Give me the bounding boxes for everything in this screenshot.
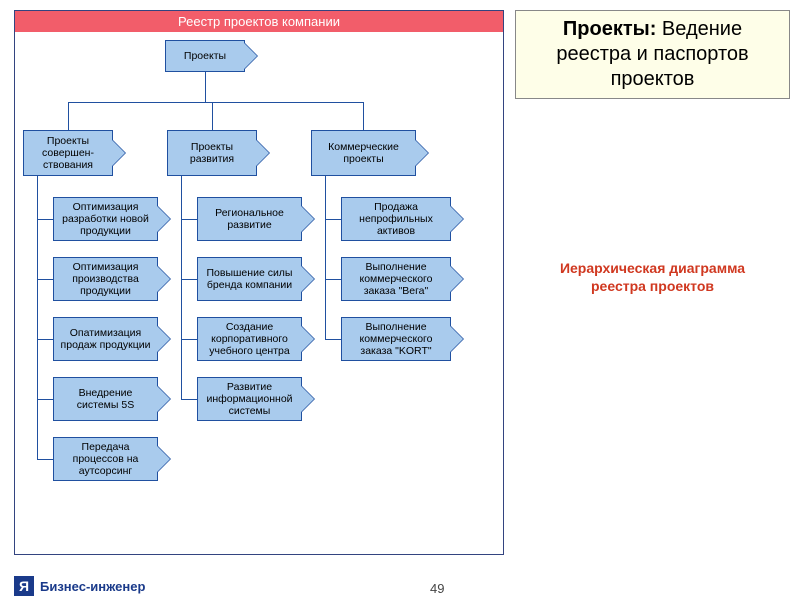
slide-title-bold: Проекты: (563, 18, 656, 40)
tree-node[interactable]: Региональное развитие (197, 197, 302, 241)
connector (205, 72, 206, 102)
tree-node[interactable]: Повышение силы бренда компании (197, 257, 302, 301)
connector (37, 339, 53, 340)
connector (68, 102, 69, 130)
diagram-title: Реестр проектов компании (15, 11, 503, 32)
connector (37, 459, 53, 460)
tree-node[interactable]: Передача процессов на аутсорсинг (53, 437, 158, 481)
connector (325, 339, 341, 340)
caption-line-2: реестра проектов (515, 277, 790, 295)
tree-node[interactable]: Выполнение коммерческого заказа "Вега" (341, 257, 451, 301)
connector (212, 102, 213, 130)
connector (37, 279, 53, 280)
connector (37, 399, 53, 400)
logo-icon: Я (14, 576, 34, 596)
connector (325, 176, 326, 339)
tree-node[interactable]: Оптимизация производства продукции (53, 257, 158, 301)
tree-node[interactable]: Опатимизация продаж продукции (53, 317, 158, 361)
tree-node[interactable]: Проекты (165, 40, 245, 72)
footer-label: Бизнес-инженер (40, 579, 145, 594)
diagram-panel: Реестр проектов компании Проекты Проекты … (14, 10, 504, 555)
connector (181, 219, 197, 220)
connector (181, 399, 197, 400)
tree-node[interactable]: Проекты развития (167, 130, 257, 176)
tree-node[interactable]: Создание корпоративного учебного центра (197, 317, 302, 361)
right-panel: Проекты: Ведение реестра и паспортов про… (515, 10, 790, 295)
tree-node[interactable]: Внедрение системы 5S (53, 377, 158, 421)
tree-node[interactable]: Развитие информационной системы (197, 377, 302, 421)
caption-line-1: Иерархическая диаграмма (515, 259, 790, 277)
tree-node[interactable]: Оптимизация разработки новой продукции (53, 197, 158, 241)
tree-node[interactable]: Выполнение коммерческого заказа "KORT" (341, 317, 451, 361)
page-number: 49 (430, 581, 444, 596)
footer: Я Бизнес-инженер (14, 576, 145, 596)
connector (37, 219, 53, 220)
slide-title: Проекты: Ведение реестра и паспортов про… (515, 10, 790, 99)
connector (181, 176, 182, 399)
connector (68, 102, 364, 103)
tree-node[interactable]: Коммерческие проекты (311, 130, 416, 176)
connector (325, 219, 341, 220)
connector (181, 339, 197, 340)
tree-node[interactable]: Продажа непрофильных активов (341, 197, 451, 241)
tree-node[interactable]: Проекты совершен- ствования (23, 130, 113, 176)
connector (363, 102, 364, 130)
connector (325, 279, 341, 280)
diagram-body: Проекты Проекты совершен- ствования Проект… (15, 32, 503, 553)
diagram-caption: Иерархическая диаграмма реестра проектов (515, 259, 790, 295)
connector (181, 279, 197, 280)
